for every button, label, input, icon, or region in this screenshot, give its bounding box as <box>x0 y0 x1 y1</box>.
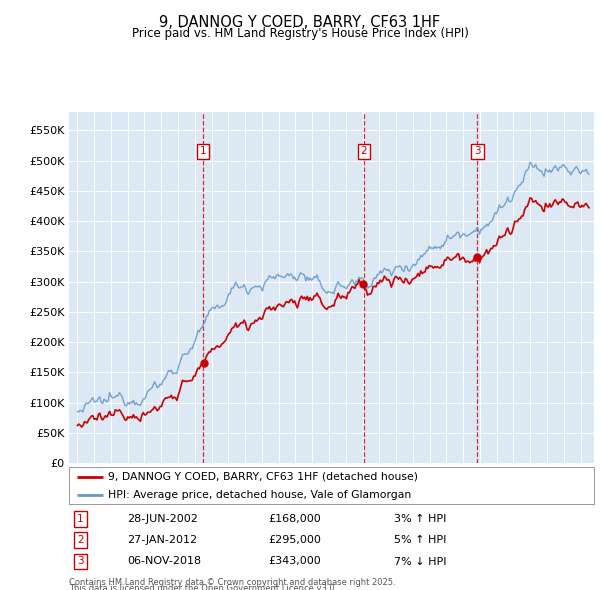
Text: 2: 2 <box>361 146 367 156</box>
Text: This data is licensed under the Open Government Licence v3.0.: This data is licensed under the Open Gov… <box>69 584 337 590</box>
Text: £295,000: £295,000 <box>269 535 322 545</box>
Text: 3: 3 <box>77 556 84 566</box>
Text: £168,000: £168,000 <box>269 514 321 524</box>
Text: 2: 2 <box>77 535 84 545</box>
Text: 5% ↑ HPI: 5% ↑ HPI <box>395 535 447 545</box>
Text: 06-NOV-2018: 06-NOV-2018 <box>127 556 201 566</box>
Text: 3: 3 <box>474 146 481 156</box>
Text: 9, DANNOG Y COED, BARRY, CF63 1HF: 9, DANNOG Y COED, BARRY, CF63 1HF <box>160 15 440 30</box>
Text: 28-JUN-2002: 28-JUN-2002 <box>127 514 197 524</box>
Text: Contains HM Land Registry data © Crown copyright and database right 2025.: Contains HM Land Registry data © Crown c… <box>69 578 395 587</box>
Text: Price paid vs. HM Land Registry's House Price Index (HPI): Price paid vs. HM Land Registry's House … <box>131 27 469 40</box>
Text: 1: 1 <box>77 514 84 524</box>
Text: 27-JAN-2012: 27-JAN-2012 <box>127 535 197 545</box>
Text: HPI: Average price, detached house, Vale of Glamorgan: HPI: Average price, detached house, Vale… <box>109 490 412 500</box>
Text: 7% ↓ HPI: 7% ↓ HPI <box>395 556 447 566</box>
Text: 3% ↑ HPI: 3% ↑ HPI <box>395 514 447 524</box>
Text: 1: 1 <box>200 146 206 156</box>
Text: £343,000: £343,000 <box>269 556 321 566</box>
Text: 9, DANNOG Y COED, BARRY, CF63 1HF (detached house): 9, DANNOG Y COED, BARRY, CF63 1HF (detac… <box>109 471 418 481</box>
